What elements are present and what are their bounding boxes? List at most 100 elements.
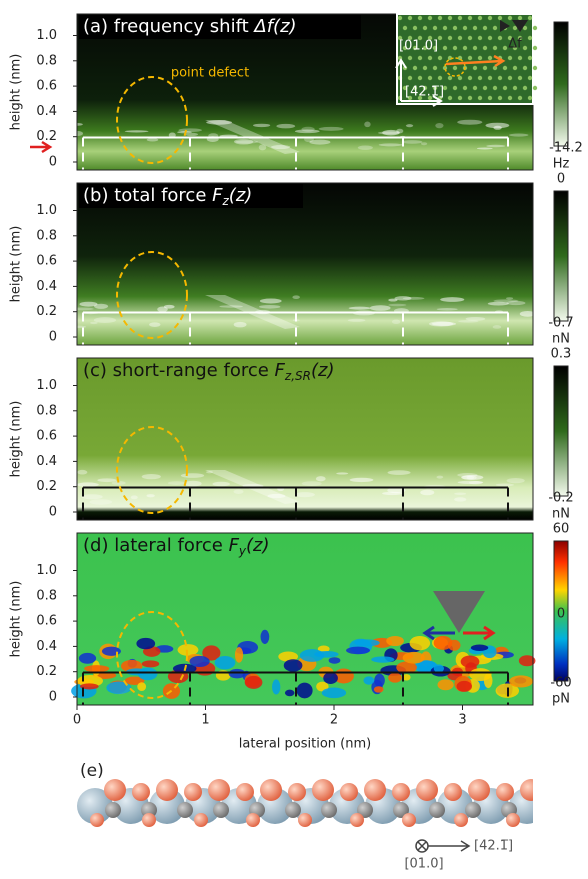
title-part: (z) bbox=[229, 185, 253, 206]
atom bbox=[184, 783, 202, 801]
lattice bbox=[452, 45, 458, 51]
lattice bbox=[487, 55, 493, 61]
lattice bbox=[427, 75, 433, 81]
atom bbox=[454, 813, 468, 827]
lattice bbox=[502, 65, 508, 71]
texture bbox=[363, 676, 375, 685]
atom bbox=[444, 783, 462, 801]
texture bbox=[518, 655, 536, 667]
texture bbox=[506, 297, 514, 300]
title-part: Δf(z) bbox=[252, 16, 296, 37]
y-tick-label: 0.4 bbox=[36, 454, 57, 469]
y-tick-label: 0.2 bbox=[36, 664, 57, 679]
texture bbox=[141, 474, 161, 480]
lattice bbox=[497, 35, 503, 41]
inset-defect bbox=[444, 57, 466, 77]
lattice bbox=[522, 45, 528, 51]
title-part: y bbox=[238, 544, 247, 558]
texture bbox=[301, 126, 315, 132]
texture bbox=[428, 321, 454, 327]
title-part: (c) short-range force bbox=[83, 360, 275, 381]
texture bbox=[71, 325, 87, 328]
lattice bbox=[497, 15, 503, 21]
texture bbox=[244, 675, 263, 689]
defect-marker bbox=[116, 251, 188, 339]
atom bbox=[350, 813, 364, 827]
texture bbox=[130, 495, 138, 500]
texture bbox=[378, 143, 403, 147]
heatmap bbox=[77, 183, 533, 345]
lattice bbox=[462, 25, 468, 31]
atom bbox=[246, 813, 260, 827]
texture bbox=[420, 142, 428, 146]
lattice bbox=[527, 15, 533, 21]
atom bbox=[213, 802, 229, 818]
lattice bbox=[457, 15, 463, 21]
cut bbox=[533, 760, 573, 840]
texture bbox=[93, 317, 116, 324]
texture bbox=[357, 145, 373, 150]
texture bbox=[506, 478, 525, 484]
lattice bbox=[507, 55, 513, 61]
lattice bbox=[432, 45, 438, 51]
texture bbox=[317, 645, 330, 653]
atom bbox=[468, 779, 490, 801]
texture bbox=[272, 679, 281, 695]
title-part: z bbox=[221, 194, 229, 208]
texture bbox=[157, 306, 168, 313]
texture bbox=[163, 304, 175, 309]
texture bbox=[233, 321, 247, 328]
atom bbox=[194, 813, 208, 827]
texture bbox=[202, 645, 221, 661]
texture bbox=[184, 480, 202, 487]
lattice bbox=[407, 35, 413, 41]
lattice bbox=[452, 25, 458, 31]
texture bbox=[296, 682, 313, 699]
texture bbox=[77, 469, 88, 475]
colorbar bbox=[553, 21, 569, 147]
texture bbox=[456, 680, 472, 692]
panel-title: (d) lateral force Fy(z) bbox=[83, 535, 270, 558]
texture bbox=[315, 476, 326, 482]
force-arrow bbox=[463, 625, 496, 641]
texture bbox=[454, 497, 467, 502]
lattice bbox=[512, 45, 518, 51]
lattice bbox=[422, 65, 428, 71]
lattice bbox=[467, 75, 473, 81]
colorbar-unit: pN bbox=[552, 692, 570, 707]
lattice bbox=[432, 25, 438, 31]
atom bbox=[364, 779, 386, 801]
lattice bbox=[437, 15, 443, 21]
atom bbox=[177, 802, 193, 818]
lattice bbox=[437, 55, 443, 61]
texture bbox=[234, 647, 244, 663]
lattice bbox=[427, 55, 433, 61]
texture bbox=[177, 131, 192, 134]
texture bbox=[382, 129, 400, 136]
texture bbox=[485, 122, 510, 129]
lattice bbox=[417, 95, 423, 101]
texture bbox=[388, 303, 407, 307]
texture bbox=[336, 472, 349, 475]
atom bbox=[260, 779, 282, 801]
axis-symbol bbox=[417, 840, 471, 852]
y-tick-label: 0 bbox=[49, 330, 57, 345]
lattice bbox=[492, 85, 498, 91]
y-tick-label: 0.4 bbox=[36, 279, 57, 294]
direction-label: [42.1̅] bbox=[474, 839, 513, 854]
lattice bbox=[487, 35, 493, 41]
lattice bbox=[442, 25, 448, 31]
lattice bbox=[442, 65, 448, 71]
lattice bbox=[402, 85, 408, 91]
lattice bbox=[507, 35, 513, 41]
tip-icon bbox=[433, 591, 485, 633]
height-arrow bbox=[30, 140, 53, 154]
atom bbox=[90, 813, 104, 827]
lattice bbox=[532, 65, 538, 71]
lattice bbox=[427, 15, 433, 21]
texture bbox=[437, 679, 454, 691]
lattice bbox=[487, 75, 493, 81]
colorbar-label: 60 bbox=[553, 522, 570, 537]
lattice bbox=[437, 75, 443, 81]
y-tick-label: 1.0 bbox=[36, 378, 57, 393]
